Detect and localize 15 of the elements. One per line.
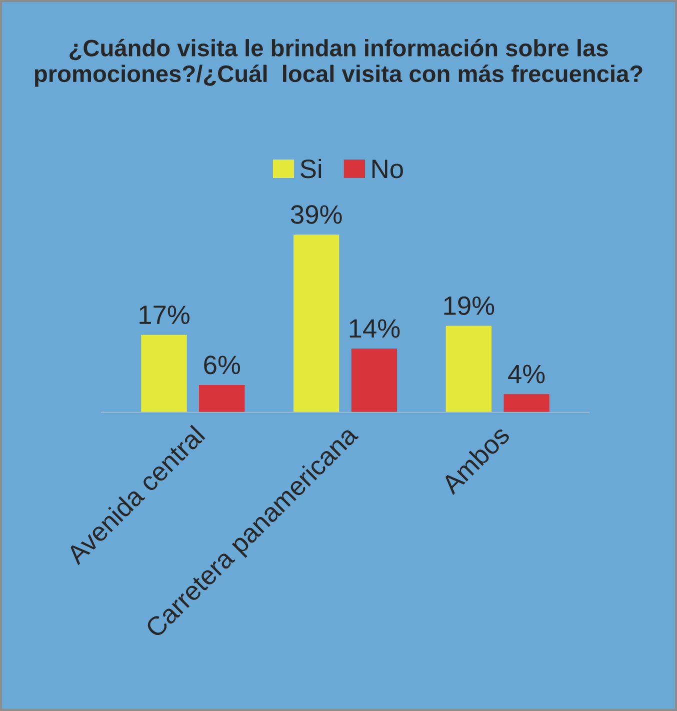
- bar: [293, 234, 340, 412]
- bar: [446, 326, 492, 412]
- legend-label: No: [372, 160, 403, 178]
- legend-label: Si: [300, 158, 322, 178]
- bar: [504, 394, 550, 412]
- data-label: 17%: [140, 306, 190, 324]
- data-label: 4%: [508, 364, 545, 384]
- bar: [351, 348, 398, 412]
- bar: [141, 334, 187, 412]
- chart-title: ¿Cuándo visita le brindan información sobre las promociones?/¿Cuál local visita con más frecuencia?: [35, 38, 642, 87]
- data-label: 19%: [444, 296, 494, 316]
- bar: [199, 385, 245, 412]
- data-label: 14%: [350, 319, 400, 338]
- data-label: 6%: [204, 356, 240, 374]
- data-label: 39%: [290, 205, 342, 224]
